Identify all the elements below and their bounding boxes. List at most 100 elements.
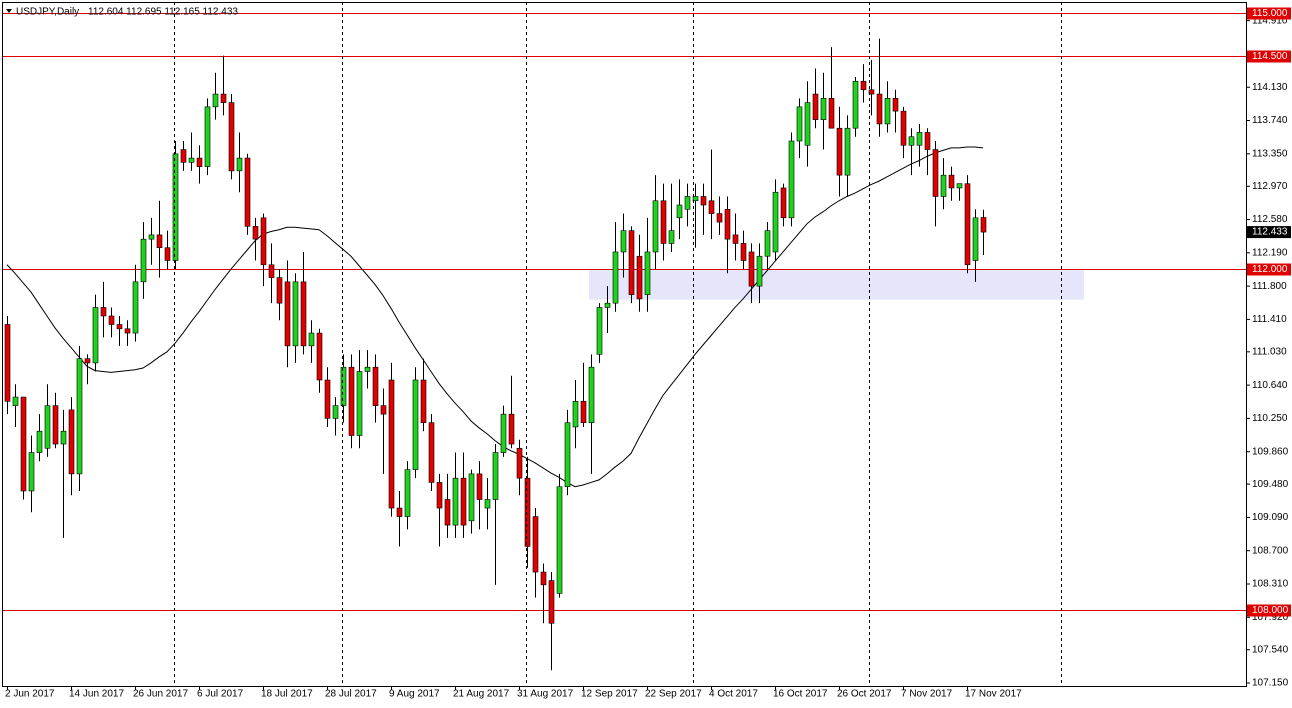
candle-body [836, 127, 843, 176]
candle-body [804, 102, 811, 146]
candle-body [156, 234, 163, 249]
candle-body [780, 187, 787, 219]
candle-body [644, 251, 651, 295]
candle-body [356, 371, 363, 436]
y-tick-label: 109.090 [1252, 512, 1289, 523]
candle-body [652, 200, 659, 253]
candle-body [84, 358, 91, 364]
candle-body [52, 405, 59, 445]
y-tick-label: 113.740 [1252, 115, 1288, 126]
candle-body [716, 213, 723, 223]
y-tick-label: 112.580 [1252, 214, 1288, 225]
candle-body [876, 93, 883, 125]
candle-body [700, 196, 707, 206]
candle-body [588, 366, 595, 423]
last-price-label: 112.433 [1252, 227, 1288, 238]
x-tick-label: 21 Aug 2017 [453, 689, 510, 700]
candle-body [276, 277, 283, 304]
candle-body [924, 132, 931, 150]
period-separators [174, 2, 1062, 686]
level-label: 115.000 [1252, 8, 1288, 19]
y-tick-label: 107.540 [1252, 644, 1289, 655]
candle-body [76, 358, 83, 475]
candle-body [828, 98, 835, 129]
candle-body [612, 251, 619, 304]
candle-body [108, 315, 115, 325]
y-tick-label: 107.150 [1252, 678, 1289, 689]
candle-body [420, 379, 427, 423]
candle-body [636, 255, 643, 300]
candle-body [492, 452, 499, 500]
candle-body [380, 405, 387, 415]
candle-body [860, 80, 867, 91]
candle-body [852, 80, 859, 129]
candle-body [820, 98, 827, 120]
candle-body [348, 366, 355, 436]
candle-body [844, 127, 851, 176]
candle-body [116, 324, 123, 330]
candle-body [684, 196, 691, 210]
candle-body [516, 447, 523, 479]
candle-body [268, 264, 275, 278]
candle-body [244, 157, 251, 227]
candle-body [548, 580, 555, 624]
moving-average [6, 146, 984, 488]
candle-body [308, 332, 315, 347]
candle-body [60, 430, 67, 445]
x-tick-label: 16 Oct 2017 [773, 689, 828, 700]
y-tick-label: 114.910 [1252, 15, 1288, 26]
candle-body [284, 281, 291, 347]
y-tick-label: 108.700 [1252, 545, 1289, 556]
last-price-box [1247, 226, 1291, 239]
candle-body [340, 366, 347, 406]
x-tick-label: 14 Jun 2017 [69, 689, 124, 700]
x-tick-label: 26 Oct 2017 [837, 689, 892, 700]
candle-body [564, 422, 571, 487]
candle-body [964, 183, 971, 266]
candle-body [500, 413, 507, 453]
candle-body [556, 486, 563, 594]
menu-arrow[interactable] [6, 9, 12, 13]
x-tick-label: 17 Nov 2017 [965, 689, 1022, 700]
candle-body [660, 200, 667, 244]
candle-body [12, 396, 19, 406]
candle-body [140, 238, 147, 283]
x-tick-label: 4 Oct 2017 [709, 689, 758, 700]
y-tick-label: 111.030 [1252, 346, 1287, 357]
candle-body [732, 234, 739, 244]
candle-body [372, 366, 379, 406]
level-label: 114.500 [1252, 51, 1288, 62]
candle-body [572, 401, 579, 428]
candle-body [164, 247, 171, 261]
y-tick-label: 107.920 [1252, 612, 1289, 623]
y-tick-label: 110.250 [1252, 413, 1288, 424]
x-tick-label: 28 Jul 2017 [325, 689, 377, 700]
candle-body [148, 234, 155, 240]
level-label-box [1247, 7, 1291, 20]
candle-body [452, 477, 459, 526]
candle-body [396, 507, 403, 517]
candle-body [4, 324, 11, 402]
candle-body [948, 174, 955, 189]
candle-body [812, 93, 819, 120]
y-tick-label: 111.410 [1252, 314, 1287, 325]
candle-body [388, 379, 395, 509]
y-tick-label: 109.860 [1252, 446, 1289, 457]
y-tick-label: 114.130 [1252, 82, 1288, 93]
candle-body [620, 230, 627, 253]
candle-body [980, 217, 987, 233]
ohlc-text: 112.604 112.695 112.165 112.433 [88, 7, 238, 18]
level-label-box [1247, 604, 1291, 617]
candle-body [260, 217, 267, 266]
candle-body [532, 516, 539, 573]
x-tick-label: 9 Aug 2017 [389, 689, 440, 700]
y-tick-label: 113.350 [1252, 148, 1288, 159]
candle-body [252, 226, 259, 240]
candle-body [204, 106, 211, 167]
level-label: 108.000 [1252, 605, 1289, 616]
x-tick-label: 2 Jun 2017 [5, 689, 55, 700]
candle-body [956, 183, 963, 189]
candle-body [292, 281, 299, 347]
